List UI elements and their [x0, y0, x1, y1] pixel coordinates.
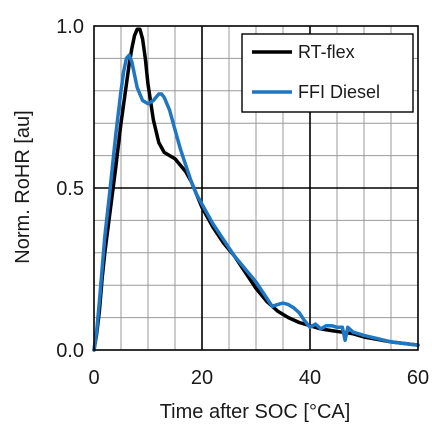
legend-label-rt-flex: RT-flex: [298, 42, 355, 62]
series-line-ffi-diesel: [92, 53, 420, 352]
x-tick-label: 0: [88, 367, 99, 389]
y-axis-title: Norm. RoHR [au]: [12, 110, 34, 263]
y-tick-label: 1.0: [56, 16, 84, 38]
legend: RT-flex FFI Diesel: [241, 33, 414, 113]
x-tick-label: 20: [191, 367, 213, 389]
x-tick-label: 40: [299, 367, 321, 389]
tick-labels: 0 20 40 60 0.0 0.5 1.0: [56, 16, 429, 389]
legend-box: [241, 33, 414, 113]
x-tick-label: 60: [407, 367, 429, 389]
x-axis-title: Time after SOC [°CA]: [160, 401, 351, 423]
series-lines: [92, 27, 420, 352]
plot-frame: [93, 25, 419, 351]
legend-label-ffi-diesel: FFI Diesel: [298, 82, 380, 102]
y-tick-label: 0.0: [56, 340, 84, 362]
y-tick-label: 0.5: [56, 178, 84, 200]
